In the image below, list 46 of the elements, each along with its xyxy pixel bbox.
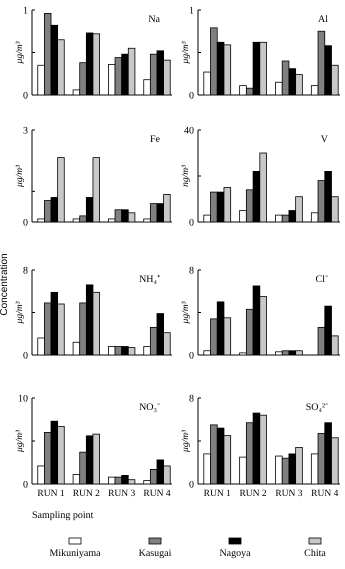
y-tick-label: 0 [189,90,194,102]
y-axis-title: μg/m³ [15,301,25,324]
text: Concentration [0,253,10,316]
y-axis-title: μg/m³ [15,430,25,453]
y-axis-title: μg/m³ [181,301,191,324]
y-tick-label: 1 [189,6,194,16]
y-tick-label: 1 [23,6,28,16]
legend-label: Kasugai [138,548,172,559]
y-tick-label: 0 [23,480,28,490]
y-axis-title: ng/m³ [181,164,191,187]
x-tick-label: RUN 3 [275,489,303,499]
x-tick-label: RUN 2 [72,489,100,499]
y-tick-label: 8 [189,266,194,276]
y-axis-title: μg/m³ [15,164,25,188]
x-tick-label: RUN 1 [204,489,232,499]
x-tick-label: RUN 2 [239,489,267,499]
x-tick-label: RUN 3 [108,489,136,499]
y-axis-title: μg/m³ [181,430,191,453]
chart-title: Na [148,14,161,25]
legend-label: Nagoya [219,548,252,559]
y-tick-label: 3 [23,126,28,136]
chart-title: SO₄²⁻ [306,402,329,413]
legend-label: Mikuniyama [49,548,102,559]
x-tick-label: RUN 4 [311,489,339,499]
x-axis-title: Sampling point [32,510,94,521]
y-tick-label: 0 [189,350,194,362]
y-axis-title: μg/m³ [181,41,191,64]
chart-title: V [320,134,329,145]
chart-title: Al [318,14,328,25]
y-tick-label: 0 [189,480,194,490]
y-tick-label: 8 [189,394,194,404]
y-tick-label: 0 [23,90,28,102]
chart-title: NO₃⁻ [139,402,161,413]
chart-title: NH₄⁺ [139,274,161,285]
y-tick-label: 10 [18,394,28,404]
x-tick-label: RUN 4 [143,489,171,499]
y-tick-label: 0 [23,218,28,228]
y-tick-label: 40 [184,126,194,136]
y-tick-label: 0 [189,218,194,228]
y-tick-label: 0 [23,350,28,362]
legend-label: Chita [304,548,326,559]
y-tick-label: 8 [23,266,28,276]
x-tick-label: RUN 1 [37,489,65,499]
chart-title: Cl⁻ [316,274,329,285]
chart-title: Fe [150,134,161,145]
y-axis-title: μg/m³ [15,41,25,64]
